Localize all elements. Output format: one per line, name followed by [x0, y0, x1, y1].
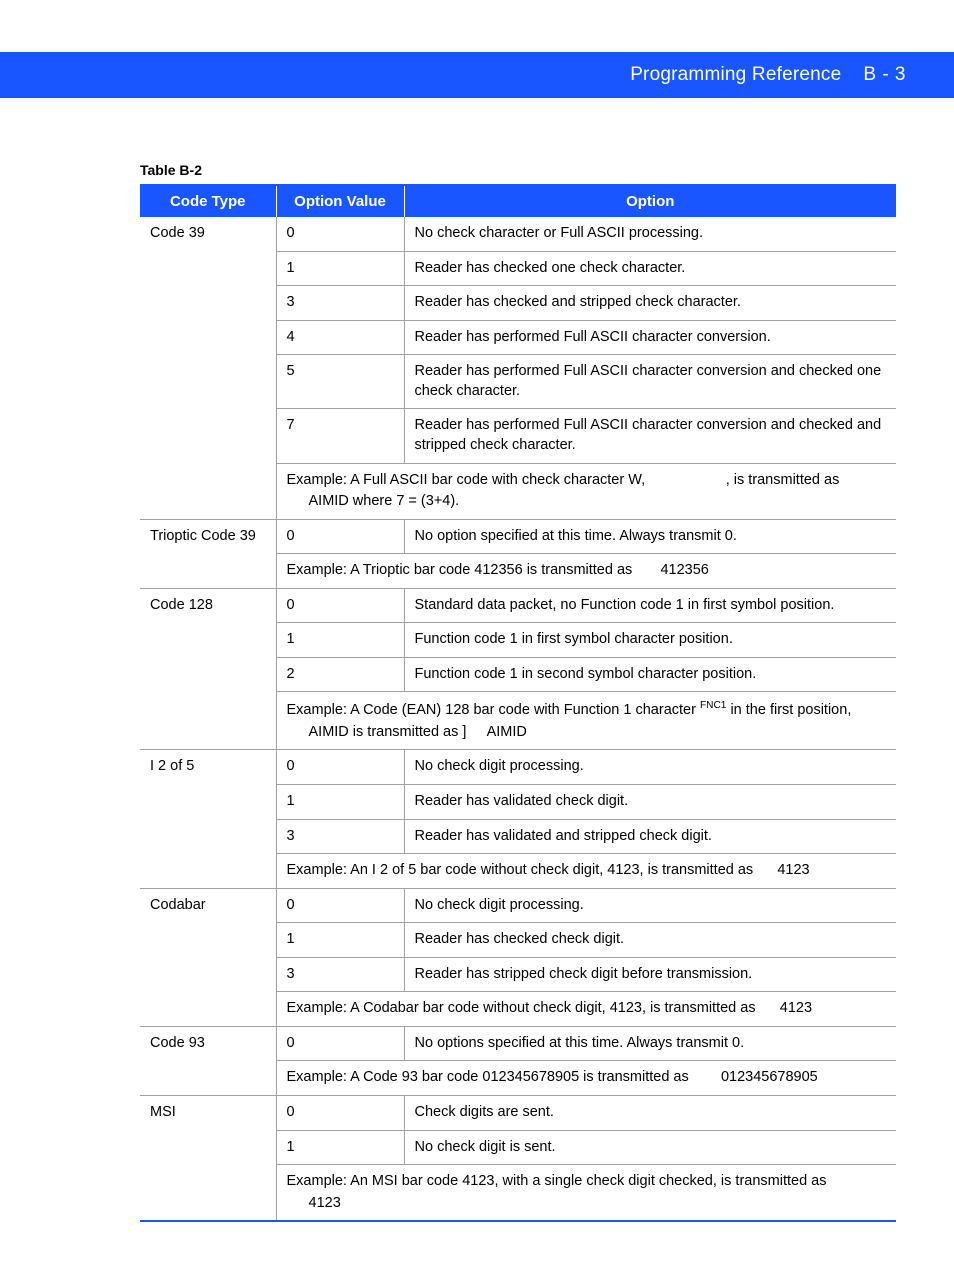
example-text: Example: A Full ASCII bar code with chec… [287, 472, 840, 488]
page-container: Programming Reference B - 3 Table B-2 Co… [0, 52, 954, 1262]
cell-empty [140, 692, 276, 750]
table-example-row: Example: A Codabar bar code without chec… [140, 992, 896, 1027]
col-header-code-type: Code Type [140, 185, 276, 217]
cell-option: Reader has checked check digit. [404, 923, 896, 958]
table-header-row: Code Type Option Value Option [140, 185, 896, 217]
header-page-number: B - 3 [863, 64, 906, 86]
table-example-row: Example: A Trioptic bar code 412356 is t… [140, 554, 896, 589]
example-superscript: FNC1 [700, 700, 726, 711]
reference-table: Code Type Option Value Option Code 390No… [140, 184, 896, 1222]
example-text-line2: 4123 [287, 1194, 887, 1214]
cell-option-value: 3 [276, 286, 404, 321]
cell-option: Reader has validated and stripped check … [404, 819, 896, 854]
cell-option-value: 1 [276, 784, 404, 819]
table-row: I 2 of 50No check digit processing. [140, 750, 896, 785]
cell-example: Example: A Code (EAN) 128 bar code with … [276, 692, 896, 750]
cell-option: Function code 1 in first symbol characte… [404, 623, 896, 658]
cell-example: Example: A Trioptic bar code 412356 is t… [276, 554, 896, 589]
cell-empty [140, 854, 276, 889]
header-title: Programming Reference [630, 64, 841, 86]
cell-code-type: Code 128 [140, 588, 276, 692]
cell-code-type: Code 93 [140, 1026, 276, 1061]
example-text: Example: A Code (EAN) 128 bar code with … [287, 702, 700, 718]
cell-option: Check digits are sent. [404, 1096, 896, 1131]
example-text-line2: AIMID is transmitted as ] AIMID [287, 723, 887, 743]
cell-option: Reader has validated check digit. [404, 784, 896, 819]
cell-code-type: Code 39 [140, 217, 276, 463]
cell-example: Example: A Full ASCII bar code with chec… [276, 463, 896, 519]
cell-example: Example: A Codabar bar code without chec… [276, 992, 896, 1027]
table-row: Code 930No options specified at this tim… [140, 1026, 896, 1061]
cell-option: No check digit is sent. [404, 1130, 896, 1165]
cell-option-value: 3 [276, 957, 404, 992]
cell-option: No options specified at this time. Alway… [404, 1026, 896, 1061]
example-text: Example: A Code 93 bar code 012345678905… [287, 1069, 818, 1085]
cell-empty [140, 554, 276, 589]
cell-code-type: Trioptic Code 39 [140, 519, 276, 554]
table-example-row: Example: An I 2 of 5 bar code without ch… [140, 854, 896, 889]
cell-option-value: 0 [276, 888, 404, 923]
cell-option: Standard data packet, no Function code 1… [404, 588, 896, 623]
table-example-row: Example: A Full ASCII bar code with chec… [140, 463, 896, 519]
example-text: Example: An MSI bar code 4123, with a si… [287, 1173, 827, 1189]
table-row: Codabar0No check digit processing. [140, 888, 896, 923]
table-example-row: Example: A Code 93 bar code 012345678905… [140, 1061, 896, 1096]
col-header-option: Option [404, 185, 896, 217]
cell-code-type: Codabar [140, 888, 276, 992]
cell-example: Example: An I 2 of 5 bar code without ch… [276, 854, 896, 889]
cell-option: No check character or Full ASCII process… [404, 217, 896, 251]
table-body: Code 390No check character or Full ASCII… [140, 217, 896, 1221]
cell-option-value: 0 [276, 588, 404, 623]
table-caption: Table B-2 [140, 162, 896, 178]
cell-option-value: 0 [276, 750, 404, 785]
cell-empty [140, 992, 276, 1027]
cell-option: No check digit processing. [404, 888, 896, 923]
table-row: Code 390No check character or Full ASCII… [140, 217, 896, 251]
cell-option-value: 1 [276, 923, 404, 958]
cell-example: Example: An MSI bar code 4123, with a si… [276, 1165, 896, 1222]
cell-option-value: 3 [276, 819, 404, 854]
cell-option-value: 1 [276, 623, 404, 658]
table-row: Code 1280Standard data packet, no Functi… [140, 588, 896, 623]
cell-option-value: 0 [276, 1026, 404, 1061]
cell-option-value: 4 [276, 320, 404, 355]
cell-option: No option specified at this time. Always… [404, 519, 896, 554]
cell-option-value: 0 [276, 217, 404, 251]
cell-empty [140, 1165, 276, 1222]
cell-option-value: 5 [276, 355, 404, 409]
cell-option-value: 0 [276, 519, 404, 554]
example-text: Example: A Codabar bar code without chec… [287, 1000, 813, 1016]
cell-option: Function code 1 in second symbol charact… [404, 657, 896, 692]
cell-option-value: 1 [276, 251, 404, 286]
example-text-line2: AIMID where 7 = (3+4). [287, 492, 887, 512]
table-example-row: Example: A Code (EAN) 128 bar code with … [140, 692, 896, 750]
cell-option: Reader has stripped check digit before t… [404, 957, 896, 992]
example-text: Example: An I 2 of 5 bar code without ch… [287, 862, 810, 878]
cell-option: Reader has performed Full ASCII characte… [404, 320, 896, 355]
cell-code-type: I 2 of 5 [140, 750, 276, 854]
content-area: Table B-2 Code Type Option Value Option … [0, 162, 954, 1262]
table-row: Trioptic Code 390No option specified at … [140, 519, 896, 554]
cell-option: No check digit processing. [404, 750, 896, 785]
cell-empty [140, 1061, 276, 1096]
cell-option-value: 1 [276, 1130, 404, 1165]
example-text: in the first position, [726, 702, 851, 718]
cell-code-type: MSI [140, 1096, 276, 1165]
cell-option-value: 2 [276, 657, 404, 692]
cell-empty [140, 463, 276, 519]
cell-option: Reader has performed Full ASCII characte… [404, 409, 896, 463]
table-row: MSI0Check digits are sent. [140, 1096, 896, 1131]
cell-example: Example: A Code 93 bar code 012345678905… [276, 1061, 896, 1096]
table-example-row: Example: An MSI bar code 4123, with a si… [140, 1165, 896, 1222]
cell-option: Reader has checked one check character. [404, 251, 896, 286]
cell-option-value: 0 [276, 1096, 404, 1131]
example-text: Example: A Trioptic bar code 412356 is t… [287, 562, 709, 578]
col-header-option-value: Option Value [276, 185, 404, 217]
cell-option: Reader has performed Full ASCII characte… [404, 355, 896, 409]
page-header-bar: Programming Reference B - 3 [0, 52, 954, 98]
cell-option-value: 7 [276, 409, 404, 463]
cell-option: Reader has checked and stripped check ch… [404, 286, 896, 321]
